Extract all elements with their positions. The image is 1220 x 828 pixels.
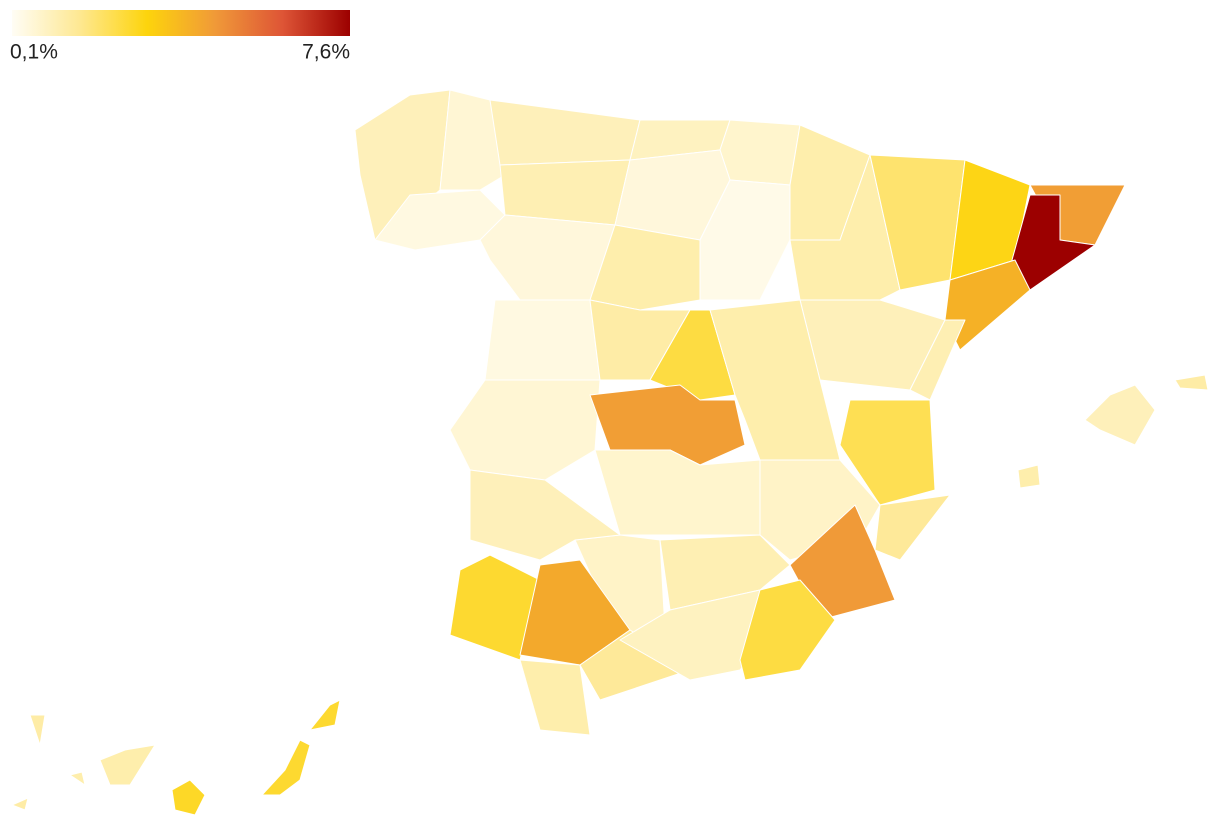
region bbox=[874, 494, 951, 561]
region bbox=[99, 744, 156, 786]
region bbox=[439, 89, 506, 191]
region bbox=[659, 534, 791, 611]
region bbox=[29, 714, 46, 746]
colorbar-label: 0,1% bbox=[10, 41, 58, 64]
region bbox=[909, 319, 966, 401]
region bbox=[719, 119, 801, 186]
region bbox=[261, 739, 311, 796]
region bbox=[1084, 384, 1156, 446]
region bbox=[499, 159, 631, 226]
region bbox=[944, 259, 1031, 351]
colorbar bbox=[12, 10, 350, 36]
region bbox=[1011, 194, 1096, 291]
region bbox=[449, 379, 601, 481]
region bbox=[69, 771, 86, 786]
region bbox=[739, 579, 836, 681]
region bbox=[839, 399, 936, 506]
region bbox=[484, 299, 601, 381]
region bbox=[519, 659, 591, 736]
region bbox=[11, 797, 29, 811]
region bbox=[649, 309, 736, 401]
region bbox=[1174, 374, 1209, 391]
region bbox=[594, 449, 761, 536]
colorbar-label: 7,6% bbox=[302, 41, 350, 64]
region bbox=[1017, 464, 1041, 489]
region bbox=[469, 469, 621, 561]
region bbox=[171, 779, 206, 816]
region bbox=[309, 699, 341, 731]
region bbox=[489, 99, 641, 166]
